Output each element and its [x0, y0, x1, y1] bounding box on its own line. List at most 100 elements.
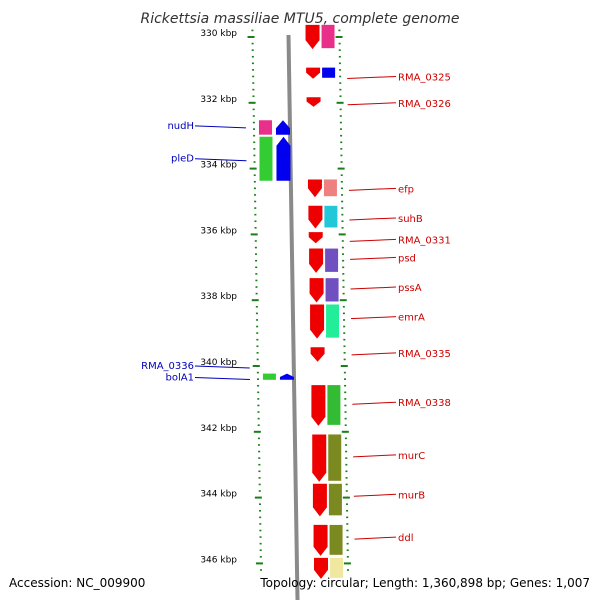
gene-forward-cog	[325, 278, 339, 302]
gene-forward-cog	[327, 385, 341, 425]
minor-tick-right	[342, 273, 345, 275]
gene-reverse-cds	[276, 136, 291, 181]
minor-tick-left	[255, 266, 258, 269]
minor-tick-right	[342, 312, 345, 315]
gene-label-left: bolA1	[166, 373, 194, 384]
leader-line-right	[354, 536, 397, 540]
minor-tick-right	[345, 483, 348, 486]
minor-tick-left	[257, 391, 260, 394]
gene-reverse-cog	[262, 373, 276, 380]
gene-forward-cds	[308, 232, 323, 244]
kbp-tick-label: 330 kbp	[200, 29, 237, 39]
leader-line-right	[347, 102, 397, 106]
major-tick-left	[248, 101, 256, 104]
minor-tick-right	[338, 55, 341, 58]
kbp-tick-label: 332 kbp	[200, 95, 237, 105]
minor-tick-right	[341, 253, 344, 255]
minor-tick-right	[345, 444, 348, 446]
leader-line-right	[350, 256, 397, 260]
minor-tick-left	[255, 312, 258, 315]
tick-layer: 330 kbp 332 kbp 334 kbp 336 kbp 338 kbp 340 k…	[200, 29, 351, 571]
major-tick-left	[249, 167, 257, 170]
gene-forward-cds	[313, 557, 328, 579]
minor-tick-left	[258, 457, 261, 459]
minor-tick-left	[253, 161, 256, 163]
gene-reverse-cog	[258, 120, 272, 135]
minor-tick-left	[252, 88, 255, 91]
minor-tick-left	[254, 213, 257, 216]
minor-tick-right	[346, 542, 349, 545]
minor-tick-right	[346, 536, 349, 538]
minor-tick-left	[258, 470, 261, 473]
major-tick-right	[342, 496, 350, 499]
leader-line-right	[349, 217, 397, 221]
gene-forward-cog	[322, 67, 336, 78]
gene-forward-cog	[325, 248, 339, 272]
minor-tick-left	[255, 292, 258, 295]
minor-tick-right	[345, 477, 348, 479]
leader-line-right	[350, 286, 397, 290]
genome-backbone	[286, 34, 300, 600]
gene-forward-cds	[309, 248, 324, 273]
minor-tick-left	[251, 62, 254, 65]
minor-tick-left	[256, 358, 259, 361]
minor-tick-left	[255, 259, 258, 262]
leader-line-right	[349, 238, 397, 242]
minor-tick-right	[342, 259, 345, 262]
minor-tick-left	[256, 319, 259, 321]
minor-tick-left	[253, 187, 256, 190]
leader-line-right	[347, 75, 397, 79]
minor-tick-right	[341, 213, 344, 216]
gene-label-right: murC	[398, 451, 425, 462]
minor-tick-right	[341, 246, 344, 249]
kbp-tick-label: 340 kbp	[200, 358, 237, 368]
minor-tick-left	[253, 154, 256, 157]
minor-tick-right	[343, 378, 346, 380]
minor-tick-left	[259, 529, 262, 532]
gene-forward-cds	[311, 385, 326, 426]
minor-tick-right	[344, 424, 347, 427]
minor-tick-right	[339, 128, 342, 130]
gene-forward-cds	[312, 483, 327, 517]
minor-tick-right	[340, 161, 343, 163]
minor-tick-right	[339, 69, 342, 71]
major-tick-left	[255, 562, 263, 565]
major-tick-right	[340, 365, 348, 367]
minor-tick-right	[345, 463, 348, 466]
minor-tick-right	[344, 417, 347, 420]
minor-tick-right	[339, 88, 342, 91]
gene-label-right: RMA_0331	[398, 235, 451, 246]
kbp-tick-label: 338 kbp	[200, 292, 237, 302]
minor-tick-left	[256, 371, 259, 374]
minor-tick-right	[345, 450, 348, 453]
minor-tick-left	[260, 569, 263, 571]
minor-tick-right	[342, 279, 345, 282]
minor-tick-right	[339, 121, 342, 124]
minor-tick-right	[346, 529, 349, 532]
minor-tick-right	[345, 490, 348, 492]
major-tick-left	[254, 496, 262, 499]
kbp-tick-label: 346 kbp	[200, 555, 237, 565]
major-tick-right	[337, 167, 345, 170]
minor-tick-right	[345, 503, 348, 505]
gene-forward-cog	[324, 205, 338, 228]
minor-tick-right	[345, 470, 348, 473]
gene-label-right: ddl	[398, 533, 413, 544]
minor-tick-right	[343, 319, 346, 321]
minor-tick-right	[343, 371, 346, 374]
minor-tick-left	[251, 49, 254, 51]
minor-tick-left	[253, 174, 256, 176]
minor-tick-left	[257, 404, 260, 407]
minor-tick-right	[342, 292, 345, 295]
minor-tick-right	[344, 404, 347, 407]
major-tick-left	[252, 365, 260, 367]
kbp-tick-label: 336 kbp	[200, 226, 237, 236]
minor-tick-left	[256, 378, 259, 380]
gene-forward-cds	[306, 67, 321, 79]
minor-tick-right	[342, 305, 345, 308]
minor-tick-left	[253, 141, 256, 144]
gene-forward-cds	[312, 434, 327, 482]
gene-forward-cog	[329, 524, 343, 555]
minor-tick-left	[254, 240, 257, 242]
major-tick-right	[338, 233, 346, 236]
